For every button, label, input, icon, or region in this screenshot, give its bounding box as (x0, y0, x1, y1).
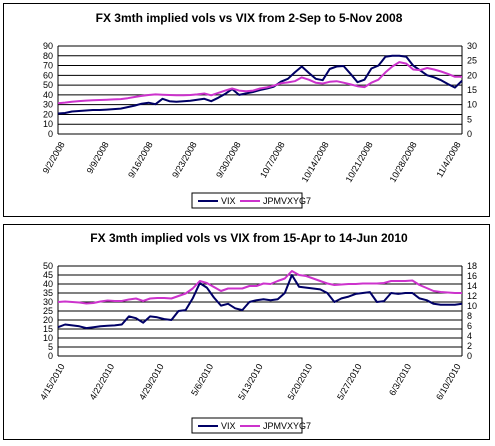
y-left-tick-label: 50 (43, 261, 53, 271)
legend-label-jpmvxyg7: JPMVXYG7 (263, 421, 311, 431)
chart-panel-1: FX 3mth implied vols vs VIX from 2-Sep t… (3, 3, 490, 217)
chart-title: FX 3mth implied vols vs VIX from 15-Apr … (90, 231, 408, 245)
x-tick-label: 5/27/2010 (335, 362, 364, 402)
y-left-tick-label: 90 (43, 41, 53, 51)
x-tick-label: 6/10/2010 (434, 362, 463, 402)
y-right-tick-label: 15 (467, 85, 477, 95)
y-right-tick-label: 2 (467, 341, 472, 351)
y-right-tick-label: 0 (467, 129, 472, 139)
y-right-tick-label: 6 (467, 321, 472, 331)
y-right-tick-label: 4 (467, 331, 472, 341)
x-tick-label: 5/20/2010 (286, 362, 315, 402)
x-tick-label: 9/23/2008 (170, 140, 199, 180)
y-left-tick-label: 5 (48, 342, 53, 352)
y-left-tick-label: 40 (43, 90, 53, 100)
series-line-jpmvxyg7 (57, 61, 462, 105)
y-right-tick-label: 10 (467, 100, 477, 110)
legend-label-vix: VIX (221, 196, 236, 206)
legend-label-vix: VIX (221, 421, 236, 431)
x-tick-label: 9/9/2008 (85, 140, 111, 175)
x-tick-label: 5/6/2010 (189, 362, 215, 397)
y-right-tick-label: 20 (467, 70, 477, 80)
y-left-tick-label: 40 (43, 279, 53, 289)
y-left-tick-label: 60 (43, 70, 53, 80)
x-tick-label: 9/30/2008 (214, 140, 243, 180)
legend-label-jpmvxyg7: JPMVXYG7 (263, 196, 311, 206)
x-tick-label: 4/15/2010 (38, 362, 67, 402)
x-tick-label: 4/29/2010 (137, 362, 166, 402)
y-left-tick-label: 30 (43, 100, 53, 110)
y-right-tick-label: 0 (467, 351, 472, 361)
y-left-tick-label: 45 (43, 270, 53, 280)
y-left-tick-label: 70 (43, 61, 53, 71)
x-tick-label: 10/14/2008 (300, 140, 331, 184)
series-line-vix (57, 274, 463, 330)
x-tick-label: 11/4/2008 (434, 140, 462, 179)
y-right-tick-label: 8 (467, 311, 472, 321)
chart-panel-2: FX 3mth implied vols vs VIX from 15-Apr … (3, 224, 490, 440)
y-left-tick-label: 50 (43, 80, 53, 90)
x-tick-label: 5/13/2010 (236, 362, 265, 402)
x-tick-label: 4/22/2010 (88, 362, 117, 402)
chart-1-svg: FX 3mth implied vols vs VIX from 2-Sep t… (41, 11, 477, 209)
chart-title: FX 3mth implied vols vs VIX from 2-Sep t… (96, 11, 403, 25)
y-right-tick-label: 30 (467, 41, 477, 51)
y-left-tick-label: 20 (43, 315, 53, 325)
y-left-tick-label: 10 (43, 119, 53, 129)
series-line-jpmvxyg7 (57, 270, 462, 305)
y-left-tick-label: 0 (48, 351, 53, 361)
x-tick-label: 6/3/2010 (387, 362, 413, 397)
y-right-tick-label: 25 (467, 56, 477, 66)
y-right-tick-label: 10 (467, 301, 477, 311)
y-left-tick-label: 30 (43, 297, 53, 307)
y-right-tick-label: 14 (467, 281, 477, 291)
series-line-vix (57, 54, 463, 115)
y-left-tick-label: 0 (48, 129, 53, 139)
y-right-tick-label: 12 (467, 291, 477, 301)
y-right-tick-label: 16 (467, 271, 477, 281)
y-right-tick-label: 5 (467, 114, 472, 124)
x-tick-label: 9/16/2008 (126, 140, 155, 180)
x-tick-label: 9/2/2008 (41, 140, 67, 175)
chart-2-svg: FX 3mth implied vols vs VIX from 15-Apr … (38, 231, 477, 434)
y-left-tick-label: 35 (43, 288, 53, 298)
x-tick-label: 10/21/2008 (344, 140, 375, 184)
y-left-tick-label: 10 (43, 333, 53, 343)
x-tick-label: 10/7/2008 (258, 140, 287, 180)
y-left-tick-label: 25 (43, 306, 53, 316)
y-left-tick-label: 15 (43, 324, 53, 334)
y-left-tick-label: 80 (43, 51, 53, 61)
y-right-tick-label: 18 (467, 261, 477, 271)
y-left-tick-label: 20 (43, 109, 53, 119)
x-tick-label: 10/28/2008 (388, 140, 419, 184)
